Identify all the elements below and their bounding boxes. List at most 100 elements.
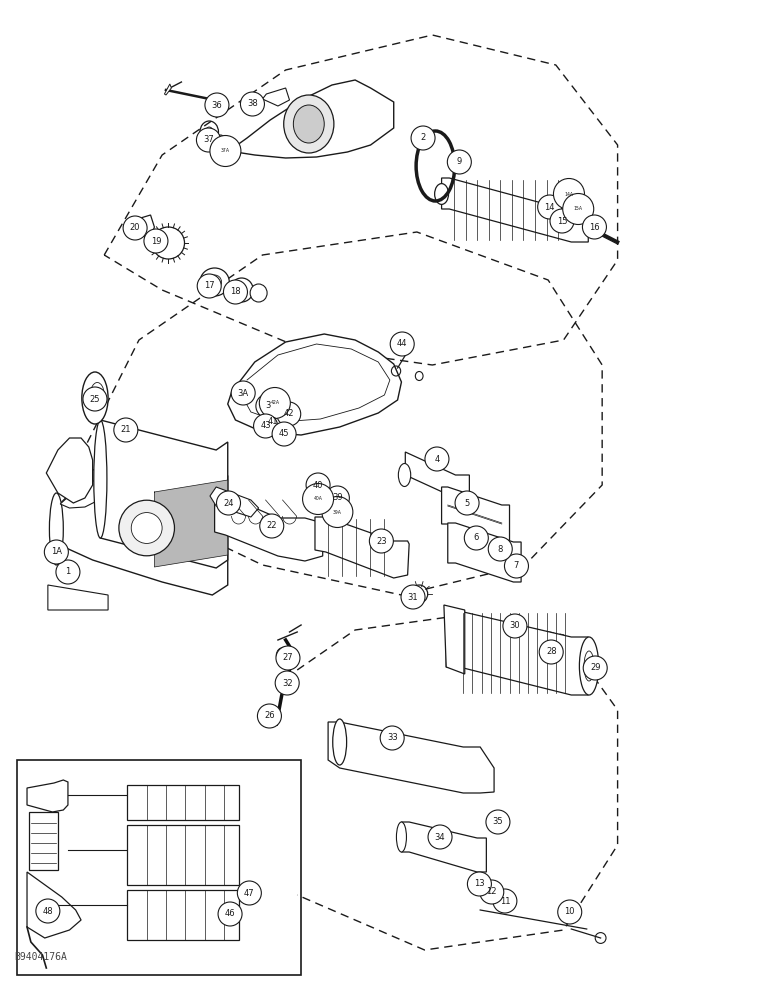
Circle shape <box>276 402 301 426</box>
Circle shape <box>479 880 504 904</box>
Circle shape <box>503 614 527 638</box>
Circle shape <box>390 332 415 356</box>
Text: 37: 37 <box>203 135 214 144</box>
Circle shape <box>237 881 262 905</box>
Circle shape <box>583 656 608 680</box>
Text: 40A: 40A <box>313 496 323 502</box>
Polygon shape <box>29 812 58 870</box>
Circle shape <box>550 209 574 233</box>
Circle shape <box>131 513 162 543</box>
Circle shape <box>276 647 292 663</box>
Text: 35: 35 <box>493 818 503 826</box>
Circle shape <box>216 491 241 515</box>
Circle shape <box>322 496 353 528</box>
Polygon shape <box>262 88 290 106</box>
Circle shape <box>218 902 242 926</box>
Circle shape <box>223 280 248 304</box>
Text: 46: 46 <box>225 910 235 918</box>
Ellipse shape <box>333 719 347 765</box>
Text: 33: 33 <box>387 734 398 742</box>
Circle shape <box>489 888 496 896</box>
Text: 21: 21 <box>120 426 131 434</box>
Polygon shape <box>127 785 239 820</box>
Circle shape <box>539 640 564 664</box>
Text: 26: 26 <box>264 712 275 720</box>
Text: 7: 7 <box>514 562 519 570</box>
Text: 40: 40 <box>313 481 323 489</box>
Text: 39: 39 <box>332 493 343 502</box>
Circle shape <box>411 126 435 150</box>
Polygon shape <box>210 487 259 517</box>
Circle shape <box>455 491 479 515</box>
Text: 3A: 3A <box>238 388 249 397</box>
Text: 32: 32 <box>282 678 293 688</box>
Polygon shape <box>442 178 588 242</box>
Circle shape <box>210 135 241 166</box>
Circle shape <box>557 900 582 924</box>
Polygon shape <box>164 84 171 95</box>
Text: 36: 36 <box>212 101 222 109</box>
Circle shape <box>502 897 510 905</box>
Circle shape <box>303 484 334 514</box>
Circle shape <box>554 178 584 210</box>
Circle shape <box>283 404 296 418</box>
Circle shape <box>428 825 452 849</box>
Text: 13: 13 <box>474 880 485 888</box>
Text: 4: 4 <box>435 454 439 464</box>
Polygon shape <box>232 80 394 158</box>
Circle shape <box>401 585 425 609</box>
Polygon shape <box>315 517 409 578</box>
Ellipse shape <box>580 637 599 695</box>
Circle shape <box>259 387 290 418</box>
Text: 9: 9 <box>457 157 462 166</box>
Text: 31: 31 <box>408 592 418 601</box>
Text: 6: 6 <box>474 534 479 542</box>
Text: 8: 8 <box>498 544 503 554</box>
Polygon shape <box>444 605 465 674</box>
Circle shape <box>563 194 594 225</box>
Ellipse shape <box>293 105 324 143</box>
Circle shape <box>582 215 607 239</box>
Text: 37A: 37A <box>221 148 230 153</box>
Text: 14A: 14A <box>564 192 574 196</box>
Polygon shape <box>127 890 239 940</box>
Circle shape <box>272 422 296 446</box>
Circle shape <box>36 899 60 923</box>
Text: 29: 29 <box>590 664 601 672</box>
Text: 23: 23 <box>376 536 387 546</box>
Text: 41: 41 <box>268 418 279 426</box>
Text: 17: 17 <box>204 282 215 290</box>
Circle shape <box>313 491 326 503</box>
Circle shape <box>269 413 283 427</box>
Circle shape <box>380 726 405 750</box>
Polygon shape <box>228 334 401 435</box>
Ellipse shape <box>411 585 428 603</box>
Circle shape <box>488 815 502 829</box>
Circle shape <box>231 381 256 405</box>
Circle shape <box>486 810 510 834</box>
Ellipse shape <box>152 227 185 259</box>
Polygon shape <box>127 825 239 885</box>
Circle shape <box>275 671 300 695</box>
Circle shape <box>259 514 284 538</box>
Ellipse shape <box>506 565 516 575</box>
Polygon shape <box>124 215 154 238</box>
Text: B9404176A: B9404176A <box>14 952 66 962</box>
Text: 15A: 15A <box>574 207 583 212</box>
Ellipse shape <box>397 822 406 852</box>
Text: 48: 48 <box>42 906 53 916</box>
Text: 42: 42 <box>283 410 294 418</box>
Circle shape <box>257 704 282 728</box>
Text: 22: 22 <box>266 522 277 530</box>
Circle shape <box>425 447 449 471</box>
Circle shape <box>276 646 300 670</box>
Ellipse shape <box>250 284 267 302</box>
Circle shape <box>119 500 174 556</box>
Text: 25: 25 <box>90 394 100 403</box>
Text: 1: 1 <box>66 568 70 576</box>
Text: 44: 44 <box>397 340 408 349</box>
Circle shape <box>488 537 513 561</box>
Circle shape <box>331 488 345 502</box>
Text: 45: 45 <box>279 430 290 438</box>
Polygon shape <box>27 872 81 938</box>
